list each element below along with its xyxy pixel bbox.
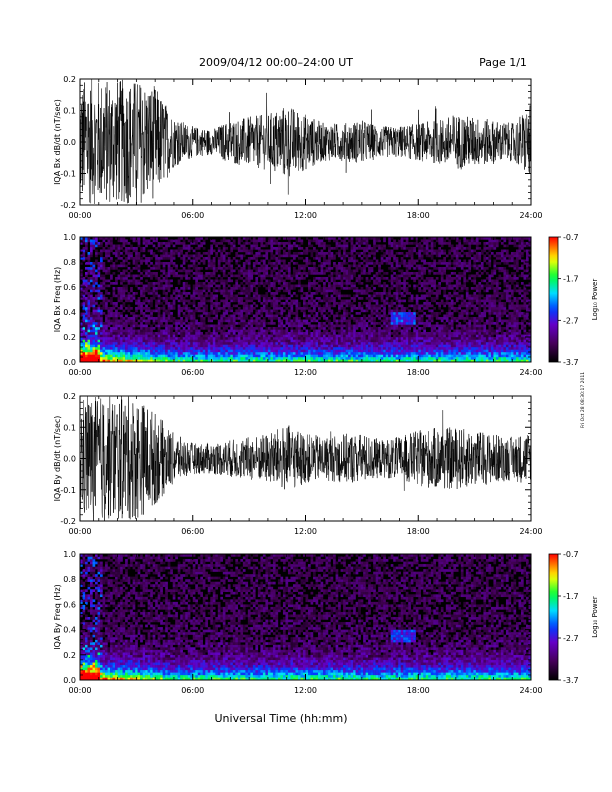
- x-tick-label-3-3: 18:00: [407, 686, 430, 695]
- y-tick-label-0-4: -0.2: [60, 201, 76, 210]
- colorbar-label-1: Log₁₀ Power: [591, 279, 599, 321]
- spectrogram-cells-1: [80, 237, 532, 363]
- bx-spectrogram-panel: -0.7 -1.7 -2.7 -3.7 Log₁₀ Power 00:00 06:00 12:…: [53, 233, 599, 377]
- colorbar-tick-3-3: -3.7: [563, 676, 579, 685]
- figure-title: 2009/04/12 00:00–24:00 UT: [199, 56, 353, 69]
- y-tick-label-3-5: 0.0: [63, 676, 76, 685]
- x-tick-label-2-2: 12:00: [294, 527, 317, 536]
- x-axis-label: Universal Time (hh:mm): [215, 712, 348, 725]
- y-axis-label-3: IQA By Freq (Hz): [53, 584, 62, 650]
- x-tick-label-1-0: 00:00: [68, 368, 91, 377]
- y-tick-label-1-5: 0.0: [63, 358, 76, 367]
- x-tick-label-2-1: 06:00: [181, 527, 204, 536]
- x-tick-label-1-4: 24:00: [519, 368, 542, 377]
- y-tick-label-1-2: 0.6: [63, 283, 76, 292]
- y-tick-label-0-1: 0.1: [63, 107, 76, 116]
- x-tick-label-0-2: 12:00: [294, 211, 317, 220]
- x-tick-label-2-3: 18:00: [407, 527, 430, 536]
- y-axis-label-1: IQA Bx Freq (Hz): [53, 267, 62, 333]
- x-tick-label-2-4: 24:00: [519, 527, 542, 536]
- colorbar-tick-1-1: -1.7: [563, 275, 579, 284]
- y-tick-label-3-2: 0.6: [63, 600, 76, 609]
- colorbar-3: [548, 553, 559, 681]
- y-tick-label-2-1: 0.1: [63, 423, 76, 432]
- y-tick-label-2-2: 0.0: [63, 455, 76, 464]
- x-tick-label-3-0: 00:00: [68, 686, 91, 695]
- y-tick-label-3-4: 0.2: [63, 651, 76, 660]
- y-tick-label-0-0: 0.2: [63, 75, 76, 84]
- x-tick-label-0-0: 00:00: [68, 211, 91, 220]
- y-tick-label-3-3: 0.4: [63, 626, 76, 635]
- colorbar-tick-3-1: -1.7: [563, 592, 579, 601]
- spectrogram-cells-3: [80, 554, 532, 681]
- x-tick-label-1-2: 12:00: [294, 368, 317, 377]
- y-tick-label-2-4: -0.2: [60, 517, 76, 526]
- y-tick-label-0-3: -0.1: [60, 170, 76, 179]
- y-tick-label-3-0: 1.0: [63, 550, 76, 559]
- y-tick-label-2-0: 0.2: [63, 392, 76, 401]
- x-tick-label-2-0: 00:00: [68, 527, 91, 536]
- x-tick-label-3-4: 24:00: [519, 686, 542, 695]
- by-dbdt-panel: 00:00 06:00 12:00 18:00 24:00 0.2 0.1 0.0 -0.1 -0…: [53, 392, 543, 536]
- bx-dbdt-panel: 00:00 06:00 12:00 18:00 24:00 0.2 0.1 0.0 -0.1 -0…: [53, 75, 543, 220]
- colorbar-tick-3-0: -0.7: [563, 550, 579, 559]
- x-tick-label-0-3: 18:00: [407, 211, 430, 220]
- page-indicator: Page 1/1: [479, 56, 527, 69]
- x-tick-label-0-1: 06:00: [181, 211, 204, 220]
- generation-timestamp: Fri Oct 28 08:30:17 2011: [580, 372, 586, 428]
- colorbar-1: [548, 236, 559, 363]
- x-tick-label-3-1: 06:00: [181, 686, 204, 695]
- y-tick-label-2-3: -0.1: [60, 486, 76, 495]
- y-tick-label-1-1: 0.8: [63, 258, 76, 267]
- dbdt-trace-0: [80, 79, 531, 205]
- colorbar-tick-1-0: -0.7: [563, 233, 579, 242]
- dbdt-trace-2: [80, 396, 531, 521]
- y-tick-label-3-1: 0.8: [63, 575, 76, 584]
- colorbar-tick-1-2: -2.7: [563, 316, 579, 325]
- colorbar-tick-1-3: -3.7: [563, 358, 579, 367]
- y-axis-label-2: IQA By dB/dt (nT/sec): [53, 416, 62, 502]
- x-tick-label-0-4: 24:00: [519, 211, 542, 220]
- x-tick-label-1-3: 18:00: [407, 368, 430, 377]
- colorbar-tick-3-2: -2.7: [563, 634, 579, 643]
- y-tick-label-0-2: 0.0: [63, 138, 76, 147]
- x-tick-label-1-1: 06:00: [181, 368, 204, 377]
- colorbar-label-3: Log₁₀ Power: [591, 596, 599, 638]
- y-tick-label-1-0: 1.0: [63, 233, 76, 242]
- y-axis-label-0: IQA Bx dB/dt (nT/sec): [53, 99, 62, 185]
- x-tick-label-3-2: 12:00: [294, 686, 317, 695]
- by-spectrogram-panel: -0.7 -1.7 -2.7 -3.7 Log₁₀ Power 00:00 06:00 12:…: [53, 550, 599, 695]
- y-tick-label-1-3: 0.4: [63, 308, 76, 317]
- y-tick-label-1-4: 0.2: [63, 333, 76, 342]
